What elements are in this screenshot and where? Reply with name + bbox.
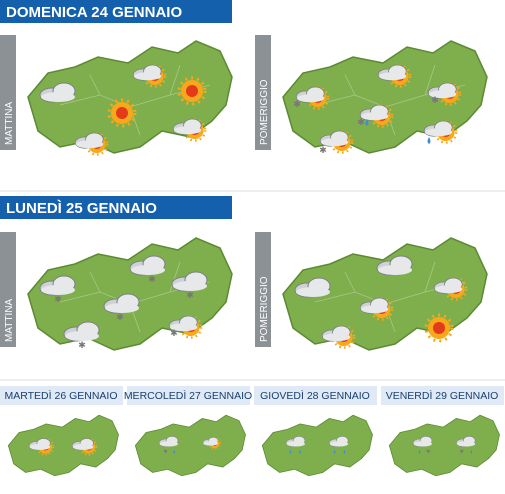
panel-label: MATTINA (4, 299, 15, 342)
panel-label: POMERIGGIO (259, 79, 270, 145)
panel-label-bg (255, 35, 271, 150)
map (282, 237, 488, 351)
panel-label-bg (0, 35, 16, 150)
map (27, 237, 233, 351)
panel-label: MATTINA (4, 102, 15, 145)
outlook-title: GIOVEDÌ 28 GENNAIO (260, 389, 370, 402)
day-title: LUNEDÌ 25 GENNAIO (6, 200, 157, 217)
day-header (0, 196, 232, 219)
map (282, 40, 488, 155)
outlook: MARTEDÌ 26 GENNAIO MERCOLEDÌ 27 GENNAIO … (0, 386, 504, 477)
outlook-title: VENERDÌ 29 GENNAIO (386, 389, 499, 402)
day-title: DOMENICA 24 GENNAIO (6, 4, 182, 21)
outlook-title: MERCOLEDÌ 27 GENNAIO (124, 389, 252, 402)
panel-label-bg (0, 232, 16, 347)
panel-label-bg (255, 232, 271, 347)
panel-label: POMERIGGIO (259, 276, 270, 342)
outlook-title: MARTEDÌ 26 GENNAIO (5, 389, 118, 402)
map (27, 40, 233, 155)
day-header (0, 0, 232, 23)
